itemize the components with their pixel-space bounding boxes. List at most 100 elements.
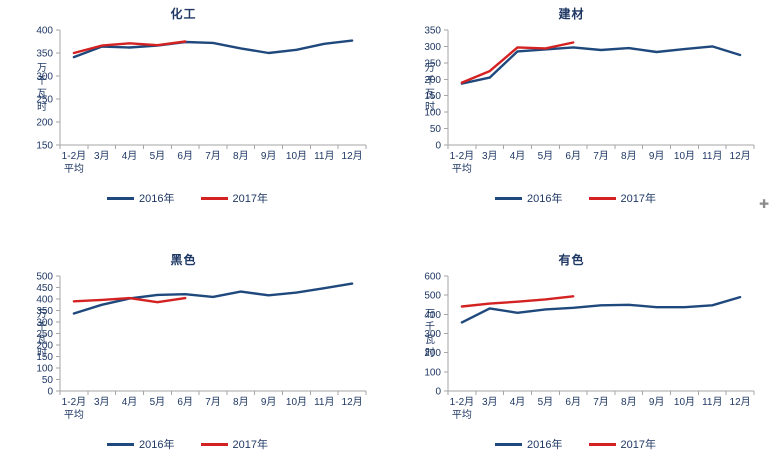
y-tick-label: 350 (424, 26, 441, 37)
legend-label-2017: 2017年 (232, 193, 268, 205)
axes (444, 29, 755, 149)
x-tick-label: 7月 (593, 150, 609, 162)
x-tick-label: 11月 (314, 150, 334, 162)
y-tick-label: 50 (430, 124, 442, 135)
legend-label-2016: 2016年 (527, 193, 563, 205)
chart-cell-youse[interactable]: 有色 0 100 200 300 400 500 600 1-2月 平均 3月 4月 5月 6月 7月 8月… (388, 231, 777, 462)
x-tick-label: 10月 (674, 396, 695, 408)
legend-label-2016: 2016年 (527, 439, 563, 451)
axes (444, 275, 755, 395)
legend: 2016年 2017年 (388, 190, 777, 206)
legend-line-swatch-2016 (107, 442, 135, 446)
legend-item-2016: 2016年 (107, 436, 175, 452)
y-axis-title-char: 千 (425, 75, 435, 87)
y-axis-title-char: 万 (37, 309, 47, 320)
chart-cell-heise[interactable]: 黑色 0 50 100 150 200 250 300 350 400 450 500 1-2月 平均 3… (0, 231, 388, 462)
y-tick-label: 200 (36, 118, 53, 129)
legend-line-swatch-2016 (495, 196, 523, 200)
x-tick-label: 9月 (649, 150, 665, 162)
series-line-2016 (460, 295, 742, 324)
y-tick-label: 250 (36, 95, 53, 106)
y-axis-title-char: 万 (37, 63, 47, 74)
y-tick-label: 400 (424, 310, 441, 321)
legend-line-swatch-2017 (588, 442, 616, 446)
legend: 2016年 2017年 (0, 436, 389, 452)
x-tick-label: 11月 (702, 150, 722, 162)
x-tick-label: 9月 (261, 396, 277, 408)
y-tick-label: 350 (36, 306, 53, 317)
y-tick-label: 300 (36, 72, 53, 83)
x-tick-label: 8月 (621, 150, 637, 162)
series-line-2016 (72, 282, 354, 315)
y-tick-label: 600 (424, 272, 441, 283)
x-tick-label: 6月 (177, 396, 193, 408)
y-tick-label: 400 (36, 295, 53, 306)
y-axis-title-char: 瓦 (37, 89, 47, 100)
y-tick-label: 100 (424, 367, 441, 378)
legend-line-swatch-2017 (200, 442, 228, 446)
x-tick-label: 10月 (286, 396, 307, 408)
y-tick-label: 100 (424, 108, 441, 119)
x-tick-label: 3月 (94, 396, 110, 408)
y-tick-label: 200 (424, 75, 441, 86)
y-axis-title-char: 千 (37, 321, 47, 333)
legend-item-2016: 2016年 (495, 436, 563, 452)
y-tick-label: 300 (36, 318, 53, 329)
y-tick-label: 0 (47, 387, 53, 398)
legend-line-swatch-2016 (107, 196, 135, 200)
y-tick-label: 300 (424, 42, 441, 53)
legend-label-2016: 2016年 (139, 439, 175, 451)
series-line-2017 (460, 41, 575, 84)
chart-title: 黑色 (170, 253, 197, 267)
x-tick-label: 10月 (286, 150, 307, 162)
y-tick-label: 500 (36, 272, 53, 283)
x-tick-label: 11月 (314, 396, 334, 408)
x-tick-label: 4月 (122, 150, 138, 162)
y-tick-label: 50 (42, 375, 54, 386)
x-tick-label: 12月 (730, 150, 751, 162)
x-tick-label: 7月 (593, 396, 609, 408)
x-tick-label: 平均 (64, 163, 84, 175)
x-tick-label: 8月 (233, 150, 249, 162)
chart-cell-jiancai[interactable]: 建材 0 50 100 150 200 250 300 350 1-2月 平均 3月 4月 5月 6月 7月… (388, 0, 777, 231)
series-line-2017 (72, 40, 187, 55)
x-tick-label: 8月 (621, 396, 637, 408)
x-tick-label: 11月 (702, 396, 722, 408)
chart-cell-huagong[interactable]: 化工 150 200 250 300 350 400 1-2月 平均 3月 4月 5月 6月 7月 8月 9… (0, 0, 388, 231)
x-tick-label: 5月 (150, 150, 166, 162)
chart-heise: 黑色 0 50 100 150 200 250 300 350 400 450 500 1-2月 平均 3… (0, 246, 389, 462)
y-tick-label: 450 (36, 283, 53, 294)
y-tick-label: 250 (36, 329, 53, 340)
x-tick-label: 1-2月 (450, 396, 474, 408)
legend: 2016年 2017年 (0, 190, 389, 206)
chart-youse: 有色 0 100 200 300 400 500 600 1-2月 平均 3月 4月 5月 6月 7月 8月… (388, 246, 777, 462)
legend-item-2017: 2017年 (200, 436, 268, 452)
x-tick-label: 平均 (64, 409, 84, 421)
y-tick-label: 250 (424, 58, 441, 69)
x-tick-label: 6月 (565, 150, 581, 162)
y-axis-title-char: 千 (425, 321, 435, 333)
y-axis-title-char: 万 (425, 309, 435, 320)
y-axis-title-char: 瓦 (425, 89, 435, 100)
x-tick-label: 1-2月 (450, 150, 474, 162)
legend-item-2017: 2017年 (200, 190, 268, 206)
legend-label-2016: 2016年 (139, 193, 175, 205)
chart-jiancai: 建材 0 50 100 150 200 250 300 350 1-2月 平均 3月 4月 5月 6月 7月… (388, 0, 777, 231)
x-tick-label: 9月 (649, 396, 665, 408)
y-tick-label: 150 (36, 141, 53, 152)
x-tick-label: 5月 (538, 396, 554, 408)
legend-item-2017: 2017年 (588, 190, 656, 206)
chart-title: 化工 (170, 7, 197, 21)
series-line-2016 (460, 45, 742, 85)
y-tick-label: 150 (424, 91, 441, 102)
x-tick-label: 5月 (538, 150, 554, 162)
y-tick-label: 200 (36, 341, 53, 352)
y-axis-title-char: 千 (37, 75, 47, 87)
x-tick-label: 4月 (510, 396, 526, 408)
x-tick-label: 平均 (452, 409, 472, 421)
